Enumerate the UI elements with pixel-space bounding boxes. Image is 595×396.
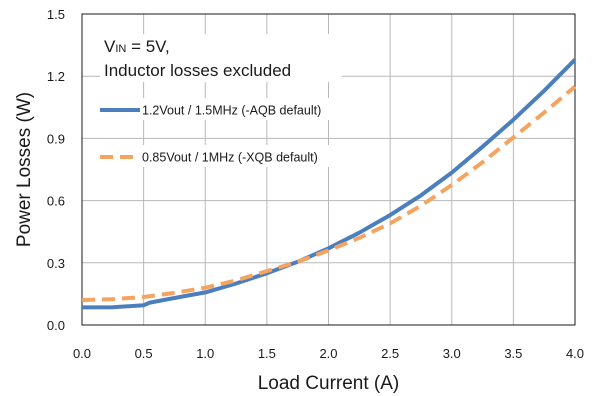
vin-subscript: IN — [115, 43, 126, 55]
legend-background — [98, 98, 350, 120]
y-tick-label: 0.9 — [47, 131, 65, 146]
series-line-1 — [81, 58, 577, 310]
plot-frame — [81, 13, 576, 326]
x-tick-label: 1.0 — [196, 346, 214, 361]
x-tick-label: 3.0 — [443, 346, 461, 361]
y-tick-label: 0.0 — [47, 318, 65, 333]
y-tick-label: 1.5 — [47, 7, 65, 22]
legend-label-2: 0.85Vout / 1MHz (-XQB default) — [142, 151, 318, 165]
y-tick-label: 1.2 — [47, 69, 65, 84]
x-tick-label: 0.0 — [73, 346, 91, 361]
vin-annotation-line1: VIN = 5V, — [104, 37, 170, 56]
x-tick-label: 2.5 — [381, 346, 399, 361]
vin-value: = 5V, — [126, 37, 169, 56]
vin-v: V — [104, 37, 116, 56]
y-tick-label: 0.3 — [47, 256, 65, 271]
legend: 1.2Vout / 1.5MHz (-AQB default) 0.85Vout … — [98, 98, 350, 167]
y-axis-title: Power Losses (W) — [14, 92, 35, 247]
vin-annotation-line2: Inductor losses excluded — [104, 61, 291, 80]
vin-annotation: VIN = 5V, Inductor losses excluded — [100, 34, 342, 82]
legend-background — [98, 145, 350, 167]
annotation-background — [100, 34, 342, 82]
series-layer — [81, 58, 577, 310]
x-axis-title: Load Current (A) — [258, 373, 400, 394]
x-tick-label: 3.5 — [504, 346, 522, 361]
series-line-2 — [81, 85, 577, 303]
x-tick-labels: 0.0 0.5 1.0 1.5 2.0 2.5 3.0 3.5 4.0 — [73, 346, 584, 361]
y-tick-label: 0.6 — [47, 194, 65, 209]
y-tick-labels: 0.0 0.3 0.6 0.9 1.2 1.5 — [47, 7, 65, 333]
x-tick-label: 4.0 — [566, 346, 584, 361]
legend-label-1: 1.2Vout / 1.5MHz (-AQB default) — [142, 104, 321, 118]
x-tick-label: 1.5 — [258, 346, 276, 361]
x-tick-label: 0.5 — [135, 346, 153, 361]
x-tick-label: 2.0 — [319, 346, 337, 361]
